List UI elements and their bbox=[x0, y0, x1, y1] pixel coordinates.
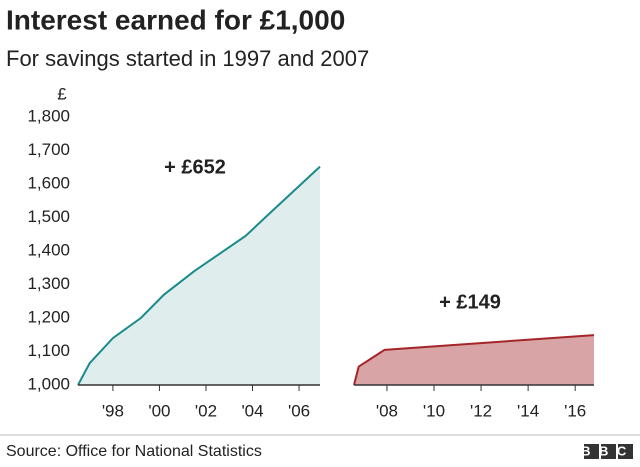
x-tick-label: '12 bbox=[470, 401, 492, 420]
y-tick-label: 1,600 bbox=[27, 173, 70, 192]
y-axis-label: £ bbox=[57, 84, 67, 103]
x-tick-label: '04 bbox=[241, 401, 263, 420]
x-tick-label: '06 bbox=[288, 401, 310, 420]
chart-title: Interest earned for £1,000 bbox=[6, 4, 345, 35]
x-tick-label: '02 bbox=[195, 401, 217, 420]
line bbox=[77, 165, 321, 386]
y-tick-label: 1,700 bbox=[27, 140, 70, 159]
logo-text: BBC bbox=[581, 443, 635, 458]
x-tick-label: '00 bbox=[148, 401, 170, 420]
y-tick-label: 1,300 bbox=[27, 274, 70, 293]
line bbox=[353, 334, 595, 386]
x-tick-label: '10 bbox=[423, 401, 445, 420]
y-tick-label: 1,400 bbox=[27, 240, 70, 259]
x-tick-label: '16 bbox=[564, 401, 586, 420]
y-tick-label: 1,200 bbox=[27, 307, 70, 326]
y-tick-label: 1,800 bbox=[27, 106, 70, 125]
logo-box bbox=[601, 444, 616, 459]
annotation: + £652 bbox=[164, 156, 226, 178]
x-tick-label: '98 bbox=[102, 401, 124, 420]
logo-box bbox=[618, 444, 633, 459]
source: Source: Office for National Statistics bbox=[6, 443, 262, 460]
area bbox=[78, 166, 320, 385]
x-tick-label: '14 bbox=[517, 401, 539, 420]
y-tick-label: 1,000 bbox=[27, 374, 70, 393]
x-tick-label: '08 bbox=[376, 401, 398, 420]
y-tick-label: 1,500 bbox=[27, 207, 70, 226]
logo: BBC bbox=[581, 443, 635, 459]
area bbox=[354, 335, 594, 385]
annotation: + £149 bbox=[439, 291, 501, 313]
chart-subtitle: For savings started in 1997 and 2007 bbox=[6, 46, 369, 71]
logo-box bbox=[584, 444, 599, 459]
y-tick-label: 1,100 bbox=[27, 341, 70, 360]
